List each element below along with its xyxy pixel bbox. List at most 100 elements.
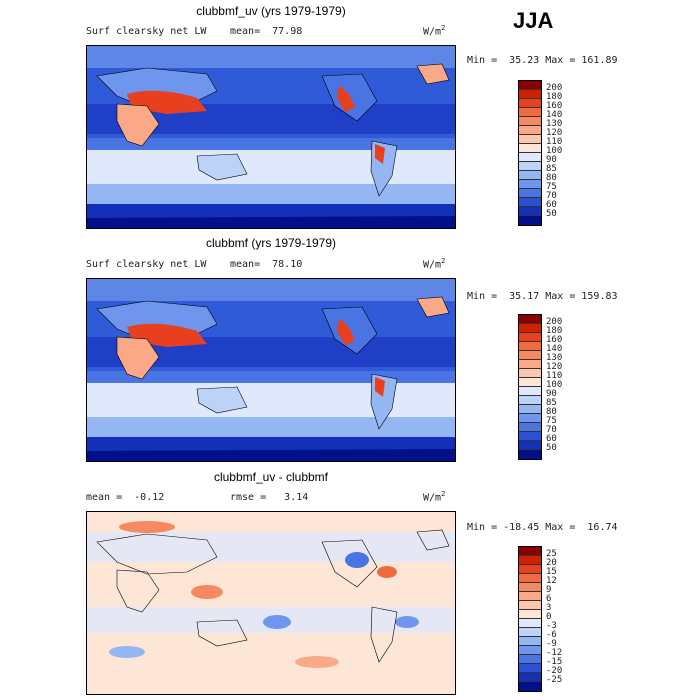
colorbar-tick-label: 85 [546, 398, 557, 408]
panel3-colorbar-swatch [519, 619, 541, 628]
colorbar-tick-label: 50 [546, 443, 557, 453]
colorbar-tick-label: -9 [546, 639, 557, 649]
colorbar-tick-label: 100 [546, 146, 563, 156]
colorbar-tick-label: 120 [546, 362, 563, 372]
colorbar-tick-label: 140 [546, 344, 563, 354]
panel1-units: W/m2 [423, 24, 446, 38]
panel2-colorbar-swatch [519, 315, 541, 324]
colorbar-tick-label: 160 [546, 101, 563, 111]
panel2-colorbar-swatch [519, 351, 541, 360]
panel1-colorbar-swatch [519, 189, 541, 198]
panel3-colorbar-swatch [519, 610, 541, 619]
colorbar-tick-label: 60 [546, 434, 557, 444]
colorbar-tick-label: 75 [546, 182, 557, 192]
panel1-colorbar-swatch [519, 216, 541, 225]
panel2-colorbar-swatch [519, 324, 541, 333]
panel2-colorbar-swatch [519, 387, 541, 396]
colorbar-tick-label: 6 [546, 594, 552, 604]
panel2-field-label: Surf clearsky net LW [86, 259, 207, 270]
panel2-map [86, 278, 456, 462]
colorbar-tick-label: 200 [546, 83, 563, 93]
panel2-map-canvas [87, 279, 455, 461]
panel2-units: W/m2 [423, 257, 446, 271]
panel1-colorbar [518, 80, 542, 226]
panel2-colorbar-swatch [519, 441, 541, 450]
colorbar-tick-label: 110 [546, 137, 563, 147]
panel3-colorbar-swatch [519, 628, 541, 637]
colorbar-tick-label: 75 [546, 416, 557, 426]
panel2-colorbar-swatch [519, 450, 541, 459]
panel3-colorbar-swatch [519, 574, 541, 583]
panel3-colorbar-swatch [519, 583, 541, 592]
colorbar-tick-label: 90 [546, 155, 557, 165]
colorbar-tick-label: 100 [546, 380, 563, 390]
panel3-colorbar-swatch [519, 601, 541, 610]
panel1-map [86, 45, 456, 229]
panel3-colorbar-swatch [519, 682, 541, 691]
colorbar-tick-label: 20 [546, 558, 557, 568]
panel3-colorbar-swatch [519, 556, 541, 565]
panel3-mean: mean = -0.12 [86, 492, 165, 503]
panel2-colorbar-swatch [519, 432, 541, 441]
colorbar-tick-label: 25 [546, 549, 557, 559]
panel2-colorbar-swatch [519, 360, 541, 369]
panel3-map [86, 511, 456, 695]
panel1-colorbar-swatch [519, 99, 541, 108]
colorbar-tick-label: 140 [546, 110, 563, 120]
panel2-colorbar-swatch [519, 396, 541, 405]
panel2-colorbar-swatch [519, 378, 541, 387]
panel2-colorbar-swatch [519, 369, 541, 378]
panel3-colorbar-swatch [519, 655, 541, 664]
colorbar-tick-label: 110 [546, 371, 563, 381]
panel1-field-label: Surf clearsky net LW [86, 26, 207, 37]
colorbar-tick-label: 90 [546, 389, 557, 399]
colorbar-tick-label: 180 [546, 326, 563, 336]
panel3-colorbar-swatch [519, 646, 541, 655]
panel3-colorbar [518, 546, 542, 692]
colorbar-tick-label: 9 [546, 585, 552, 595]
colorbar-tick-label: 130 [546, 353, 563, 363]
panel2-colorbar-swatch [519, 414, 541, 423]
panel3-colorbar-swatch [519, 565, 541, 574]
panel1-map-canvas [87, 46, 455, 228]
panel2-colorbar-swatch [519, 423, 541, 432]
colorbar-tick-label: 130 [546, 119, 563, 129]
panel2-minmax: Min = 35.17 Max = 159.83 [467, 291, 618, 302]
panel3-colorbar-swatch [519, 637, 541, 646]
panel1-colorbar-swatch [519, 90, 541, 99]
panel1-colorbar-swatch [519, 144, 541, 153]
panel1-colorbar-swatch [519, 162, 541, 171]
colorbar-tick-label: -3 [546, 621, 557, 631]
panel1-colorbar-swatch [519, 153, 541, 162]
panel2-title: clubbmf (yrs 1979-1979) [205, 236, 337, 250]
panel1-colorbar-swatch [519, 198, 541, 207]
panel2-colorbar-swatch [519, 333, 541, 342]
colorbar-tick-label: 0 [546, 612, 552, 622]
panel2-colorbar-swatch [519, 405, 541, 414]
colorbar-tick-label: -20 [546, 666, 563, 676]
colorbar-tick-label: 15 [546, 567, 557, 577]
panel3-colorbar-swatch [519, 592, 541, 601]
colorbar-tick-label: 200 [546, 317, 563, 327]
panel2-mean: mean= 78.10 [230, 259, 303, 270]
panel1-title: clubbmf_uv (yrs 1979-1979) [196, 4, 346, 18]
colorbar-tick-label: 60 [546, 200, 557, 210]
panel1-minmax: Min = 35.23 Max = 161.89 [467, 55, 618, 66]
colorbar-tick-label: -15 [546, 657, 563, 667]
colorbar-tick-label: 160 [546, 335, 563, 345]
colorbar-tick-label: -25 [546, 675, 563, 685]
colorbar-tick-label: 70 [546, 191, 557, 201]
colorbar-tick-label: 180 [546, 92, 563, 102]
panel2-colorbar-swatch [519, 342, 541, 351]
panel3-map-canvas [87, 512, 455, 694]
panel1-mean: mean= 77.98 [230, 26, 303, 37]
panel3-colorbar-swatch [519, 673, 541, 682]
panel1-colorbar-swatch [519, 81, 541, 90]
panel1-colorbar-swatch [519, 171, 541, 180]
colorbar-tick-label: -12 [546, 648, 563, 658]
panel1-colorbar-swatch [519, 135, 541, 144]
colorbar-tick-label: 80 [546, 407, 557, 417]
panel1-colorbar-swatch [519, 117, 541, 126]
colorbar-tick-label: 120 [546, 128, 563, 138]
panel3-minmax: Min = -18.45 Max = 16.74 [467, 522, 618, 533]
